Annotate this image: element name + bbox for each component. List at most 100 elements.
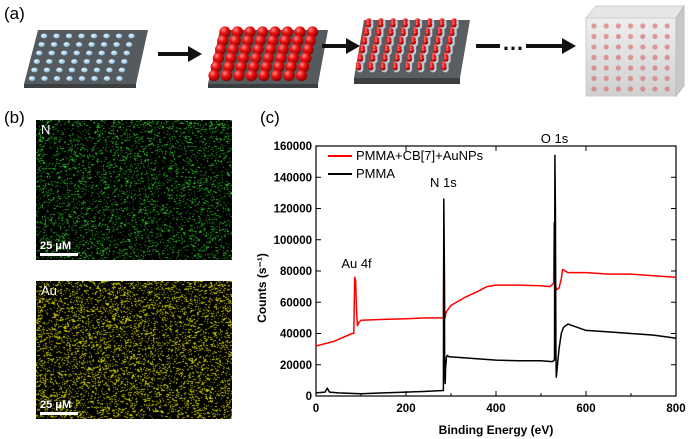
red-sphere bbox=[265, 43, 277, 56]
red-sphere bbox=[220, 69, 233, 82]
pillar-dot bbox=[103, 76, 111, 81]
red-sphere bbox=[414, 22, 420, 28]
red-sphere bbox=[215, 43, 227, 56]
pillar-dot bbox=[81, 67, 88, 73]
pillar-dot bbox=[115, 33, 123, 39]
embedded-particle bbox=[591, 65, 597, 71]
x-tick-label: 200 bbox=[396, 403, 415, 415]
pillar-dot bbox=[106, 67, 113, 73]
substrate-with-pillars bbox=[24, 30, 148, 88]
embedded-3d-array-cube bbox=[584, 4, 685, 98]
red-sphere bbox=[396, 48, 402, 54]
xps-spectrum-chart: 0 200 400 600 800 0 20000 40000 60000 80000 100000… bbox=[255, 131, 686, 437]
pillar-dot bbox=[103, 33, 110, 39]
red-sphere bbox=[378, 22, 384, 28]
pillar-dot bbox=[113, 42, 120, 47]
pillar-dot bbox=[118, 67, 126, 73]
red-sphere bbox=[281, 26, 294, 38]
red-sphere bbox=[437, 30, 443, 36]
pillar-dot bbox=[91, 76, 98, 81]
red-sphere bbox=[447, 39, 453, 45]
panel-label-a: (a) bbox=[4, 4, 25, 23]
y-tick-label: 40000 bbox=[280, 329, 312, 341]
red-sphere bbox=[392, 65, 398, 71]
red-sphere bbox=[372, 48, 378, 54]
embedded-particle bbox=[628, 86, 634, 92]
y-tick-label: 0 bbox=[306, 391, 312, 403]
pillar-dot bbox=[40, 33, 48, 39]
red-sphere bbox=[427, 22, 433, 28]
pillar-dot bbox=[123, 50, 130, 56]
red-sphere bbox=[254, 35, 266, 47]
panel-label-b: (b) bbox=[4, 108, 25, 127]
embedded-particle bbox=[591, 86, 597, 92]
red-sphere bbox=[382, 56, 388, 62]
embedded-particle bbox=[664, 23, 670, 29]
red-sphere bbox=[390, 22, 396, 28]
red-sphere bbox=[406, 56, 412, 62]
pillar-dot bbox=[53, 76, 61, 81]
x-tick-label: 0 bbox=[313, 403, 319, 415]
embedded-particle bbox=[603, 54, 609, 61]
x-tick-label: 600 bbox=[576, 403, 595, 415]
pillar-dot bbox=[108, 59, 116, 64]
pillar-dot bbox=[73, 50, 80, 56]
embedded-particle bbox=[615, 65, 622, 71]
embedded-particle bbox=[640, 23, 646, 29]
y-tick-label: 100000 bbox=[274, 235, 312, 247]
embedded-particle bbox=[652, 54, 658, 61]
map-element-label: Au bbox=[41, 283, 57, 298]
embedded-particle bbox=[628, 54, 634, 61]
embedded-particle bbox=[664, 44, 670, 50]
red-sphere bbox=[370, 56, 376, 62]
embedded-particle bbox=[615, 44, 622, 50]
legend-label: PMMA bbox=[356, 166, 395, 181]
pillar-dot bbox=[93, 67, 101, 73]
pillar-dot bbox=[111, 50, 118, 56]
y-tick-label: 60000 bbox=[280, 297, 312, 309]
substrate-with-red-spheres bbox=[208, 26, 328, 88]
embedded-particle bbox=[664, 65, 670, 71]
arrow-right-icon bbox=[322, 38, 360, 54]
red-sphere bbox=[441, 65, 447, 71]
arrow-right-icon bbox=[526, 38, 576, 54]
pillar-dot bbox=[90, 33, 98, 39]
pillar-dot bbox=[125, 42, 133, 47]
embedded-particle bbox=[628, 23, 634, 29]
red-sphere bbox=[435, 39, 441, 45]
red-sphere bbox=[304, 35, 316, 47]
pillar-dot bbox=[33, 59, 40, 64]
red-sphere bbox=[360, 48, 366, 54]
red-sphere bbox=[269, 26, 281, 38]
red-sphere bbox=[419, 56, 425, 62]
red-sphere bbox=[217, 35, 229, 47]
red-sphere bbox=[402, 22, 408, 28]
embedded-particle bbox=[664, 75, 670, 82]
red-sphere bbox=[364, 30, 370, 36]
red-sphere bbox=[210, 61, 222, 73]
red-sphere bbox=[242, 35, 254, 47]
embedded-particle bbox=[628, 65, 634, 71]
embedded-particle bbox=[628, 75, 634, 82]
red-sphere bbox=[374, 39, 380, 45]
pillar-dot bbox=[50, 42, 58, 47]
pillar-dot bbox=[43, 67, 51, 73]
scale-bar-label: 25 μM bbox=[40, 399, 72, 411]
pillar-dot bbox=[48, 50, 55, 56]
embedded-particle bbox=[628, 33, 634, 40]
red-sphere bbox=[366, 22, 372, 28]
red-sphere bbox=[433, 48, 439, 54]
red-sphere bbox=[208, 69, 220, 82]
red-sphere bbox=[235, 61, 247, 73]
red-sphere bbox=[421, 48, 427, 54]
red-sphere bbox=[358, 56, 364, 62]
embedded-particle bbox=[640, 65, 646, 71]
embedded-particle bbox=[603, 75, 609, 82]
peak-annotation: N 1s bbox=[430, 175, 457, 190]
red-sphere bbox=[267, 35, 279, 47]
embedded-particle bbox=[615, 54, 622, 61]
red-sphere bbox=[362, 39, 368, 45]
red-sphere bbox=[279, 35, 291, 47]
red-sphere bbox=[256, 26, 269, 38]
red-sphere bbox=[398, 39, 404, 45]
